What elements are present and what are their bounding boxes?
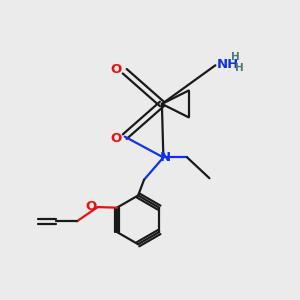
Text: O: O <box>111 63 122 76</box>
Text: O: O <box>85 200 97 213</box>
Text: N: N <box>159 151 170 164</box>
Text: NH: NH <box>217 58 239 71</box>
Text: H: H <box>231 52 240 62</box>
Text: H: H <box>235 63 244 73</box>
Text: O: O <box>111 132 122 145</box>
